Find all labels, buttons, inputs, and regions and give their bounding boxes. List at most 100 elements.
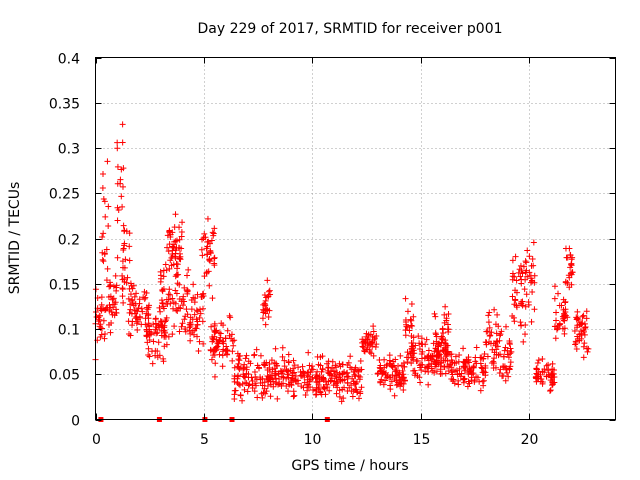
data-point: [146, 302, 153, 309]
data-point: [174, 265, 181, 272]
data-point: [164, 232, 171, 239]
data-point: [197, 310, 204, 317]
data-point: [271, 372, 278, 379]
data-point: [488, 360, 495, 367]
data-point: [149, 360, 156, 367]
data-point: [370, 328, 377, 335]
data-point: [169, 247, 176, 254]
data-point: [224, 327, 231, 334]
data-point: [99, 249, 106, 256]
data-point: [227, 314, 234, 321]
data-point: [512, 297, 519, 304]
data-point: [229, 357, 236, 364]
data-point: [503, 366, 510, 373]
data-point: [200, 235, 207, 242]
data-point: [497, 331, 504, 338]
data-point: [229, 338, 236, 345]
data-point: [187, 323, 194, 330]
data-point: [579, 320, 586, 327]
data-point: [441, 339, 448, 346]
data-point: [580, 312, 587, 319]
data-point: [109, 311, 116, 318]
data-point: [127, 301, 134, 308]
data-point: [315, 382, 322, 389]
data-point: [119, 276, 126, 283]
data-point: [476, 378, 483, 385]
data-point: [386, 357, 393, 364]
data-point: [496, 332, 503, 339]
data-point: [152, 320, 159, 327]
data-point: [134, 316, 141, 323]
data-point: [166, 265, 173, 272]
data-point: [400, 386, 407, 393]
data-point: [377, 379, 384, 386]
data-point: [521, 286, 528, 293]
data-point: [344, 388, 351, 395]
data-point: [551, 283, 558, 290]
x-tick-label: 10: [304, 432, 322, 448]
data-point: [382, 369, 389, 376]
data-point: [274, 395, 281, 402]
data-point: [172, 250, 179, 257]
data-point: [545, 361, 552, 368]
data-point: [321, 385, 328, 392]
data-point: [261, 385, 268, 392]
data-point: [320, 374, 327, 381]
data-point: [362, 337, 369, 344]
data-point: [184, 286, 191, 293]
data-point: [114, 204, 121, 211]
data-point: [400, 380, 407, 387]
data-point: [473, 344, 480, 351]
data-point: [408, 360, 415, 367]
data-point: [497, 351, 504, 358]
data-point: [319, 366, 326, 373]
data-point: [320, 377, 327, 384]
data-point: [234, 373, 241, 380]
data-point: [507, 359, 514, 366]
data-point: [334, 379, 341, 386]
data-point: [133, 290, 140, 297]
data-point: [370, 352, 377, 359]
data-point: [517, 273, 524, 280]
data-point: [104, 158, 111, 165]
data-point: [377, 365, 384, 372]
data-point: [404, 359, 411, 366]
data-point: [396, 369, 403, 376]
data-point: [380, 369, 387, 376]
data-point: [241, 365, 248, 372]
data-point: [384, 373, 391, 380]
data-point: [511, 318, 518, 325]
data-point: [212, 360, 219, 367]
data-point: [212, 344, 219, 351]
data-point: [106, 283, 113, 290]
data-point: [154, 348, 161, 355]
data-point: [105, 223, 112, 230]
data-point: [262, 321, 269, 328]
data-point: [191, 299, 198, 306]
data-point: [242, 379, 249, 386]
data-point: [264, 367, 271, 374]
data-point: [556, 321, 563, 328]
data-point: [430, 340, 437, 347]
data-point: [411, 367, 418, 374]
data-point: [219, 363, 226, 370]
data-point: [431, 310, 438, 317]
data-point: [491, 355, 498, 362]
data-point: [566, 284, 573, 291]
data-point: [407, 350, 414, 357]
data-point: [422, 341, 429, 348]
data-point: [452, 368, 459, 375]
data-point: [496, 369, 503, 376]
data-point: [470, 364, 477, 371]
data-point: [535, 357, 542, 364]
data-point: [567, 251, 574, 258]
data-point: [197, 306, 204, 313]
data-point: [126, 243, 133, 250]
data-point: [561, 312, 568, 319]
data-point: [159, 300, 166, 307]
data-point: [175, 271, 182, 278]
data-point: [231, 387, 238, 394]
data-point: [389, 372, 396, 379]
data-point: [480, 382, 487, 389]
data-point: [105, 293, 112, 300]
